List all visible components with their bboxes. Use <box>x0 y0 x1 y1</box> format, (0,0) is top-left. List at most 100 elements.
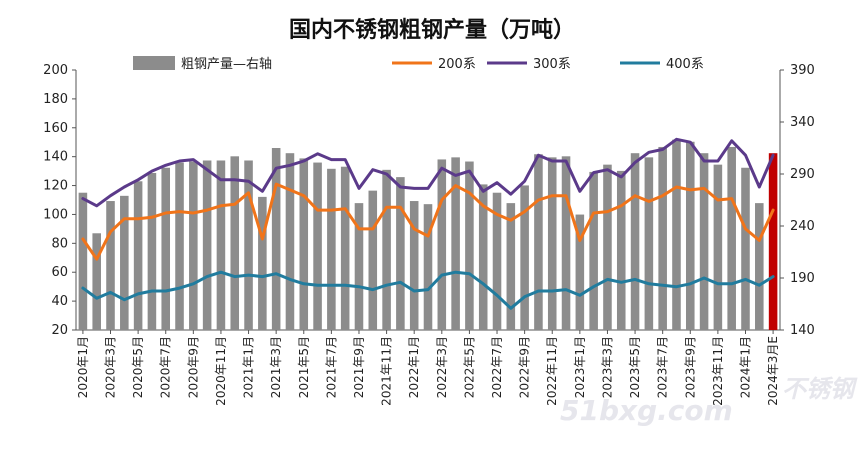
bar <box>616 170 626 330</box>
bar <box>299 158 309 330</box>
x-tick-label: 2021年9月 <box>352 336 366 398</box>
bar <box>451 157 460 330</box>
x-tick-label: 2021年11月 <box>380 336 394 406</box>
y-left-tick-label: 40 <box>51 294 68 309</box>
chart-title: 国内不锈钢粗钢产量（万吨） <box>289 17 575 43</box>
bar <box>755 203 764 330</box>
bar <box>189 161 198 330</box>
bar <box>161 167 171 330</box>
bar <box>506 203 516 330</box>
x-tick-label: 2022年7月 <box>490 336 504 398</box>
y-right-tick-label: 390 <box>790 63 815 78</box>
bar <box>92 233 101 330</box>
watermark: 不锈钢 51bxg.com <box>560 375 858 427</box>
y-left-tick-label: 80 <box>51 236 68 251</box>
y-right-tick-label: 340 <box>790 115 815 130</box>
bar <box>603 164 612 330</box>
x-tick-label: 2023年1月 <box>573 336 587 398</box>
bar <box>340 166 350 330</box>
y-left-tick-label: 100 <box>43 207 68 222</box>
x-tick-label: 2020年3月 <box>104 336 118 398</box>
bar <box>534 154 543 330</box>
bar <box>727 146 736 330</box>
bar <box>175 162 184 330</box>
bar <box>106 201 115 330</box>
x-tick-label: 2023年5月 <box>628 336 642 398</box>
x-tick-label: 2020年9月 <box>186 336 200 398</box>
x-tick-label: 2022年5月 <box>462 336 476 398</box>
y-left-tick-label: 160 <box>43 121 68 136</box>
y-left-tick-label: 60 <box>51 265 68 280</box>
watermark-url: 51bxg.com <box>560 394 733 427</box>
bar-highlight <box>768 153 778 330</box>
bar <box>685 141 695 330</box>
bar <box>713 164 723 330</box>
bar <box>437 159 447 330</box>
series-line <box>81 137 775 208</box>
x-tick-label: 2023年9月 <box>683 336 697 398</box>
bar <box>465 161 474 330</box>
bar <box>644 157 654 330</box>
watermark-text: 不锈钢 <box>782 375 858 403</box>
series-line <box>81 182 775 261</box>
bar <box>699 153 709 330</box>
y-left-tick-label: 200 <box>43 63 68 78</box>
x-tick-label: 2024年3月E <box>766 336 780 406</box>
x-tick-label: 2023年11月 <box>711 336 725 406</box>
legend-label: 粗钢产量—右轴 <box>181 57 272 72</box>
y-left-tick-label: 140 <box>43 150 68 165</box>
x-tick-label: 2022年3月 <box>435 336 449 398</box>
bar <box>382 169 391 330</box>
bar <box>520 185 529 330</box>
legend: 粗钢产量—右轴 200系 300系 400系 <box>133 56 704 72</box>
y-right-tick-label: 140 <box>790 323 815 338</box>
x-tick-label: 2023年3月 <box>600 336 614 398</box>
bar <box>575 214 585 330</box>
bar <box>561 156 571 330</box>
bar <box>147 172 157 330</box>
x-tick-label: 2020年11月 <box>214 336 228 406</box>
x-tick-label: 2020年7月 <box>159 336 173 398</box>
y-left-tick-label: 180 <box>43 92 68 107</box>
bar <box>589 171 598 330</box>
x-tick-label: 2022年11月 <box>545 336 559 406</box>
y-left-tick-label: 20 <box>51 323 68 338</box>
bar <box>368 190 378 330</box>
line-series <box>81 137 775 310</box>
bar <box>202 160 212 330</box>
bar <box>423 204 433 330</box>
bar <box>230 156 240 330</box>
x-tick-label: 2020年5月 <box>131 336 145 398</box>
bar <box>285 153 295 330</box>
bar <box>547 157 557 330</box>
bar <box>658 146 667 330</box>
x-tick-label: 2024年1月 <box>738 336 752 398</box>
bar <box>327 168 336 330</box>
y-left-tick-label: 120 <box>43 179 68 194</box>
bar <box>258 196 267 330</box>
series-line <box>81 270 775 310</box>
bar <box>271 148 281 330</box>
y-right-tick-label: 290 <box>790 167 815 182</box>
bar <box>630 153 640 330</box>
bar <box>78 192 88 330</box>
bar <box>313 162 322 330</box>
legend-swatch-bar <box>133 56 175 70</box>
legend-label: 200系 <box>438 57 476 72</box>
x-tick-label: 2021年7月 <box>324 336 338 398</box>
bar <box>133 181 143 330</box>
legend-label: 300系 <box>533 57 571 72</box>
x-tick-label: 2020年1月 <box>76 336 90 398</box>
y-right-tick-label: 190 <box>790 271 815 286</box>
x-tick-label: 2021年5月 <box>297 336 311 398</box>
bar <box>409 201 419 330</box>
legend-label: 400系 <box>666 57 704 72</box>
bar <box>354 203 364 330</box>
bar <box>120 195 129 330</box>
x-tick-label: 2021年3月 <box>269 336 283 398</box>
bar <box>672 139 681 330</box>
bar <box>492 192 502 330</box>
x-tick-label: 2023年7月 <box>656 336 670 398</box>
